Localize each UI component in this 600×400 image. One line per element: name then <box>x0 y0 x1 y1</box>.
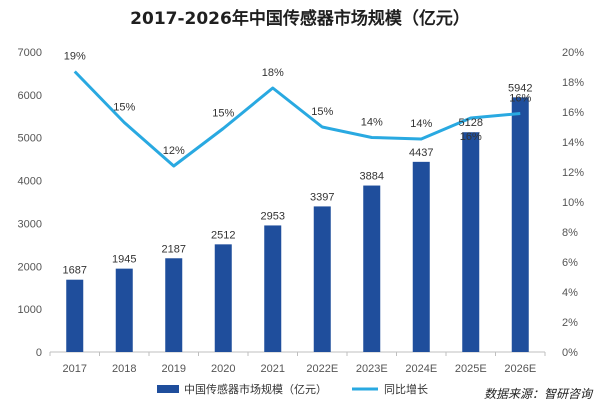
bar <box>214 244 232 352</box>
bar-value-label: 3397 <box>310 191 334 203</box>
growth-value-label: 12% <box>163 145 185 157</box>
bar <box>264 225 282 352</box>
legend: 中国传感器市场规模（亿元） 同比增长 <box>157 382 428 396</box>
y-right-tick-label: 18% <box>562 77 584 89</box>
bar-series <box>66 97 529 352</box>
bar-value-label: 3884 <box>360 171 384 183</box>
y-left-tick-label: 0 <box>36 347 42 359</box>
x-tick-label: 2024E <box>405 363 437 375</box>
legend-bar-swatch <box>157 385 179 393</box>
y-right-tick-label: 12% <box>562 167 584 179</box>
bar <box>412 161 430 352</box>
y-right-tick-label: 10% <box>562 197 584 209</box>
growth-value-label: 14% <box>410 118 432 130</box>
source-note: 数据来源：智研咨询 <box>484 387 594 400</box>
bar <box>66 279 84 352</box>
growth-line <box>73 70 521 168</box>
y-left-tick-label: 5000 <box>18 133 42 145</box>
x-tick-label: 2020 <box>211 363 235 375</box>
x-tick-label: 2021 <box>261 363 285 375</box>
y-left-tick-label: 6000 <box>18 90 42 102</box>
bar <box>511 97 529 352</box>
chart-title: 2017-2026年中国传感器市场规模（亿元） <box>130 8 470 29</box>
bar-value-label: 2953 <box>261 210 285 222</box>
growth-value-label: 15% <box>113 102 135 114</box>
x-tick-label: 2025E <box>455 363 487 375</box>
bar <box>165 258 183 352</box>
y-right-tick-label: 4% <box>562 287 578 299</box>
growth-value-label: 14% <box>361 117 383 129</box>
x-tick-label: 2023E <box>356 363 388 375</box>
bar <box>363 185 381 352</box>
legend-line-label: 同比增长 <box>384 382 428 396</box>
y-left-tick-label: 3000 <box>18 218 42 230</box>
x-tick-label: 2018 <box>112 363 136 375</box>
y-left-tick-label: 7000 <box>18 47 42 59</box>
y-right-tick-label: 0% <box>562 347 578 359</box>
bar-value-label: 4437 <box>409 147 433 159</box>
x-tick-label: 2026E <box>504 363 536 375</box>
growth-value-label: 16% <box>509 93 531 105</box>
y-right-tick-label: 20% <box>562 47 584 59</box>
axes: 0 1000 2000 3000 4000 5000 6000 7000 0% 2% 4% 6% 8% 1… <box>18 47 585 375</box>
bar-value-label: 5128 <box>459 117 483 129</box>
growth-value-label: 16% <box>460 131 482 143</box>
bar <box>462 132 480 352</box>
growth-value-label: 15% <box>212 108 234 120</box>
growth-value-label: 19% <box>64 51 86 63</box>
y-right-tick-label: 16% <box>562 107 584 119</box>
y-left-tick-label: 4000 <box>18 176 42 188</box>
y-right-tick-label: 6% <box>562 257 578 269</box>
bar <box>313 206 331 352</box>
bar-value-label: 2512 <box>211 229 235 241</box>
legend-bar-label: 中国传感器市场规模（亿元） <box>184 382 327 396</box>
y-right-tick-label: 14% <box>562 137 584 149</box>
x-tick-label: 2017 <box>63 363 87 375</box>
bar-value-label: 5942 <box>508 82 532 94</box>
growth-value-label: 18% <box>262 67 284 79</box>
line-series <box>73 70 521 168</box>
y-right-tick-label: 8% <box>562 227 578 239</box>
growth-value-label: 15% <box>311 106 333 118</box>
y-left-tick-label: 2000 <box>18 261 42 273</box>
x-tick-label: 2019 <box>162 363 186 375</box>
bar-value-label: 1687 <box>63 265 87 277</box>
y-right-tick-label: 2% <box>562 317 578 329</box>
bar-value-label: 2187 <box>162 243 186 255</box>
bar <box>115 268 133 352</box>
y-left-tick-label: 1000 <box>18 304 42 316</box>
bar-value-label: 1945 <box>112 254 136 266</box>
x-tick-label: 2022E <box>306 363 338 375</box>
data-labels: 1687 1945 2187 2512 2953 3397 3884 4437 5128 5942… <box>63 51 533 277</box>
